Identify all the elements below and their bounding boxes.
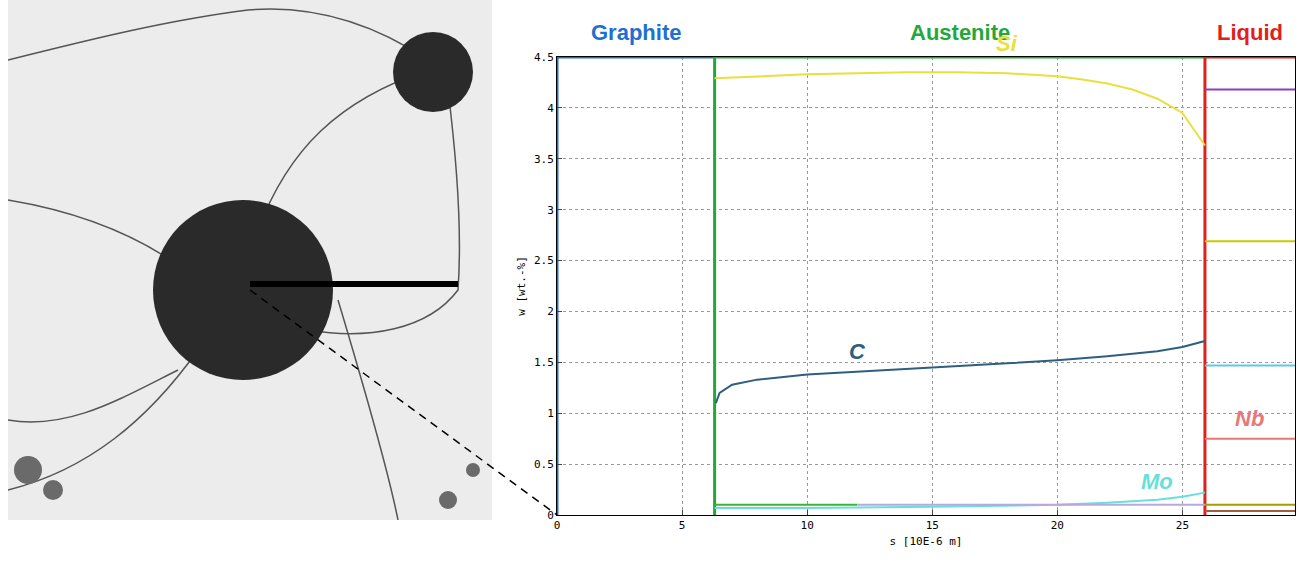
svg-text:Mo: Mo xyxy=(1141,469,1173,494)
svg-text:0: 0 xyxy=(547,509,554,522)
svg-text:3.5: 3.5 xyxy=(534,153,554,166)
svg-text:Austenite: Austenite xyxy=(910,20,1010,45)
svg-text:2.5: 2.5 xyxy=(534,254,554,267)
svg-text:w [wt.-%]: w [wt.-%] xyxy=(515,256,528,316)
svg-text:Liquid: Liquid xyxy=(1217,20,1283,45)
svg-text:4: 4 xyxy=(547,102,554,115)
svg-text:10: 10 xyxy=(801,519,814,532)
svg-text:Nb: Nb xyxy=(1235,406,1264,431)
svg-text:3: 3 xyxy=(547,204,554,217)
svg-text:5: 5 xyxy=(679,519,686,532)
svg-text:s [10E-6 m]: s [10E-6 m] xyxy=(890,535,963,548)
svg-text:4.5: 4.5 xyxy=(534,51,554,64)
svg-text:2: 2 xyxy=(547,305,554,318)
svg-text:Graphite: Graphite xyxy=(591,20,681,45)
svg-text:1: 1 xyxy=(547,407,554,420)
svg-text:0: 0 xyxy=(554,519,561,532)
svg-text:25: 25 xyxy=(1176,519,1189,532)
svg-text:15: 15 xyxy=(926,519,939,532)
svg-text:Si: Si xyxy=(996,31,1018,56)
svg-text:C: C xyxy=(849,339,866,364)
svg-text:1.5: 1.5 xyxy=(534,356,554,369)
svg-text:0.5: 0.5 xyxy=(534,458,554,471)
svg-text:20: 20 xyxy=(1051,519,1064,532)
